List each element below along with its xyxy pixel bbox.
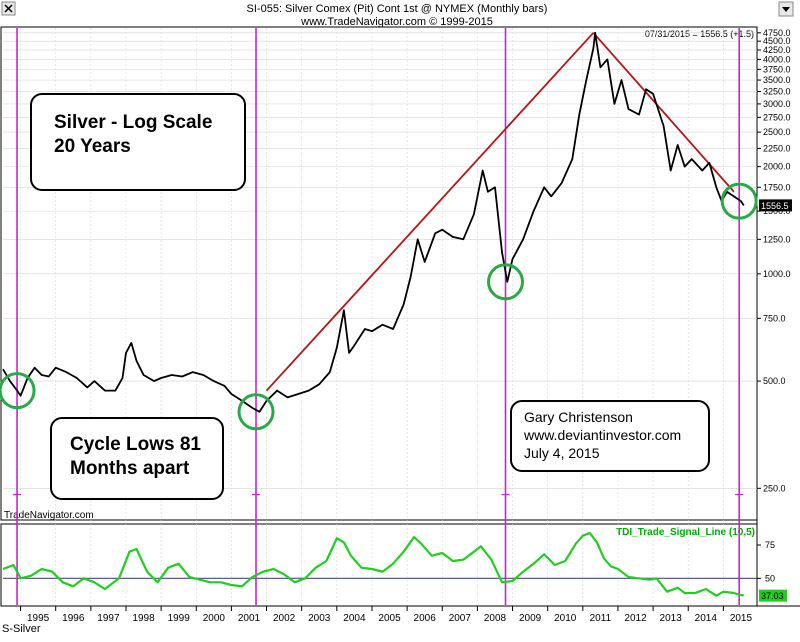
year-tick-label: 2002 xyxy=(273,613,296,624)
price-tick-label: 2000.0 xyxy=(763,162,791,172)
annotation-log-scale: Silver - Log Scale 20 Years xyxy=(30,93,246,191)
indicator-series xyxy=(2,531,745,597)
indicator-tick-label: 50 xyxy=(765,573,775,583)
year-tick-label: 2008 xyxy=(484,613,507,624)
last-price-label: 1556.5 xyxy=(761,201,789,211)
close-icon[interactable] xyxy=(1,1,16,16)
chevron-down-icon[interactable] xyxy=(778,1,794,17)
year-tick-label: 2006 xyxy=(414,613,437,624)
price-tick-label: 4250.0 xyxy=(763,45,791,55)
trendline-segment xyxy=(592,32,735,193)
annotation-line: www.deviantinvestor.com xyxy=(524,427,682,443)
annotation-line: Cycle Lows 81 xyxy=(70,434,201,455)
price-tick-label: 3500.0 xyxy=(763,75,791,85)
price-tick-label: 250.0 xyxy=(763,483,786,493)
year-tick-label: 2003 xyxy=(308,613,331,624)
indicator-last-badge xyxy=(759,589,787,602)
chart-subtitle: www.TradeNavigator.com © 1999-2015 xyxy=(300,16,493,28)
annotation-line: Silver - Log Scale xyxy=(54,112,213,133)
indicator-tick-label: 75 xyxy=(765,540,775,550)
trendline-segment xyxy=(265,32,595,392)
price-tick-label: 2500.0 xyxy=(763,127,791,137)
annotation-line: Months apart xyxy=(70,458,190,479)
watermark: TradeNavigator.com xyxy=(4,510,94,521)
price-axis: 250.0500.0750.01000.01250.01500.01750.02… xyxy=(757,28,792,493)
year-tick-label: 1995 xyxy=(27,613,50,624)
price-tick-label: 1250.0 xyxy=(763,234,791,244)
year-tick-label: 2013 xyxy=(660,613,683,624)
indicator-axis: 75 50 37.03 xyxy=(757,540,787,602)
year-tick-label: 2014 xyxy=(695,613,718,624)
indicator-last-label: 37.03 xyxy=(761,591,784,601)
cycle-low-circle xyxy=(237,393,275,431)
cycle-low-circles xyxy=(0,182,758,431)
year-tick-label: 2009 xyxy=(519,613,542,624)
year-tick-label: 2010 xyxy=(554,613,577,624)
cycle-lines xyxy=(13,28,744,605)
year-tick-label: 1998 xyxy=(132,613,155,624)
year-tick-label: 2007 xyxy=(449,613,472,624)
year-tick-label: 2000 xyxy=(203,613,226,624)
year-tick-label: 2015 xyxy=(730,613,753,624)
price-tick-label: 3750.0 xyxy=(763,64,791,74)
price-tick-label: 2750.0 xyxy=(763,112,791,122)
annotation-line: July 4, 2015 xyxy=(524,445,600,461)
last-price-badge xyxy=(759,199,792,212)
price-series xyxy=(2,31,745,413)
price-tick-label: 3000.0 xyxy=(763,99,791,109)
year-tick-label: 2005 xyxy=(378,613,401,624)
price-tick-label: 2250.0 xyxy=(763,143,791,153)
price-tick-label: 4750.0 xyxy=(763,28,791,38)
year-tick-label: 2001 xyxy=(238,613,261,624)
year-tick-label: 1996 xyxy=(62,613,85,624)
price-tick-label: 500.0 xyxy=(763,376,786,386)
annotation-cycle-lows: Cycle Lows 81 Months apart xyxy=(50,417,224,500)
value-readout: 07/31/2015 = 1556.5 (+1.5) xyxy=(645,29,754,39)
annotation-line: 20 Years xyxy=(54,136,131,157)
indicator-title: TDI_Trade_Signal_Line (10,5) xyxy=(616,527,755,538)
year-tick-label: 1997 xyxy=(97,613,120,624)
cycle-low-circle xyxy=(0,372,36,410)
price-tick-label: 1750.0 xyxy=(763,182,791,192)
price-tick-label: 4000.0 xyxy=(763,54,791,64)
year-tick-label: 2011 xyxy=(590,613,612,624)
cycle-low-circle xyxy=(487,263,525,301)
year-tick-label: 2012 xyxy=(624,613,647,624)
year-tick-label: 2004 xyxy=(343,613,366,624)
symbol-label: S-Silver xyxy=(2,623,41,635)
annotation-line: Gary Christenson xyxy=(524,409,633,425)
annotation-author: Gary Christenson www.deviantinvestor.com… xyxy=(510,400,710,472)
chart-title: SI-055: Silver Comex (Pit) Cont 1st @ NY… xyxy=(247,3,548,15)
year-tick-label: 1999 xyxy=(168,613,191,624)
time-axis: 1995 1996 1997 1998 1999 2000 2001 2002 2003 2004… xyxy=(20,606,753,624)
price-line xyxy=(2,31,745,413)
indicator-line xyxy=(2,531,745,597)
cycle-low-circle xyxy=(720,182,758,220)
price-tick-label: 3250.0 xyxy=(763,87,791,97)
price-tick-label: 750.0 xyxy=(763,313,786,323)
price-tick-label: 1000.0 xyxy=(763,269,791,279)
price-tick-label: 4500.0 xyxy=(763,36,791,46)
